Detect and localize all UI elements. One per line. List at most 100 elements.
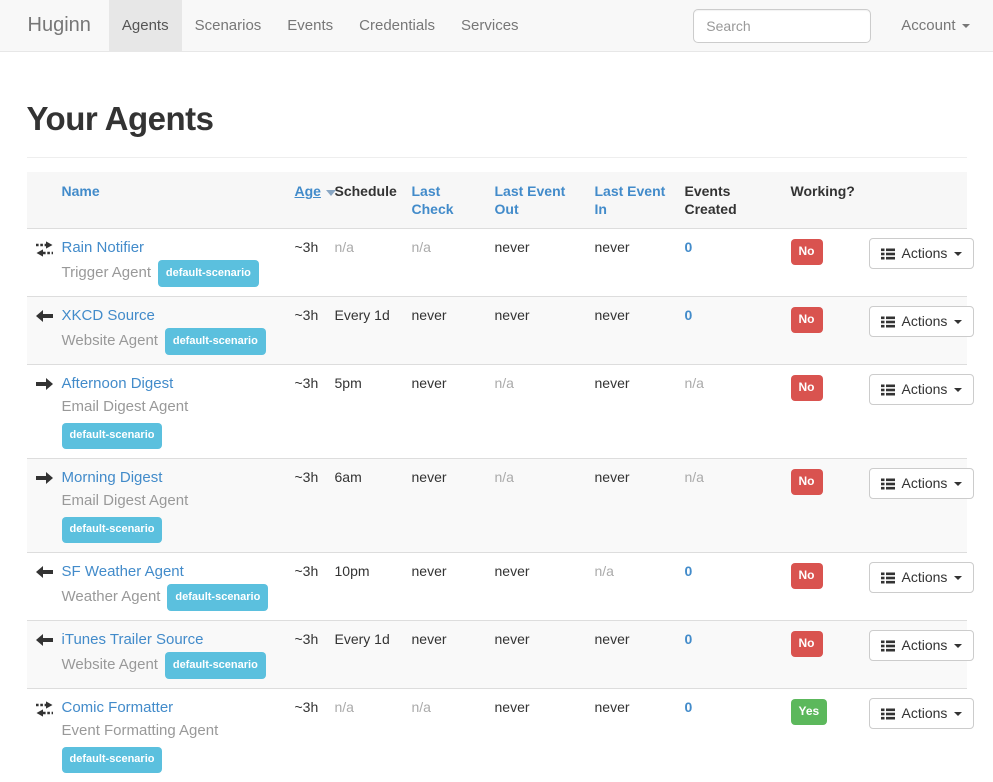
- events-created-link[interactable]: 0: [684, 307, 693, 324]
- agent-type-label: Website Agent: [61, 656, 158, 674]
- scenario-badge[interactable]: default-scenario: [61, 747, 163, 774]
- chevron-down-icon: [954, 643, 963, 648]
- actions-button[interactable]: Actions: [868, 374, 975, 406]
- actions-button[interactable]: Actions: [868, 306, 975, 338]
- table-row: iTunes Trailer Source Website Agent defa…: [26, 620, 975, 689]
- list-icon: [880, 640, 895, 652]
- agent-name-link[interactable]: Morning Digest: [61, 469, 163, 487]
- actions-column-header: [860, 172, 967, 230]
- chevron-down-icon: [954, 251, 963, 256]
- chevron-down-icon: [954, 481, 963, 486]
- sort-header-age[interactable]: Age: [294, 183, 321, 200]
- actions-label: Actions: [901, 475, 948, 492]
- age-cell: ~3h: [286, 364, 327, 459]
- schedule-cell: n/a: [326, 228, 404, 297]
- nav-item-services[interactable]: Services: [461, 17, 519, 34]
- last-event-out-cell: never: [486, 620, 587, 689]
- events-created-link[interactable]: 0: [684, 699, 693, 716]
- scenario-badge[interactable]: default-scenario: [61, 517, 163, 544]
- icon-column-header: [26, 172, 54, 230]
- actions-button[interactable]: Actions: [868, 630, 975, 662]
- last-event-in-cell: never: [586, 296, 677, 365]
- last-event-out-cell: never: [486, 552, 587, 621]
- agent-name-link[interactable]: Afternoon Digest: [61, 375, 174, 393]
- working-badge: No: [790, 239, 823, 266]
- brand-link[interactable]: Huginn: [27, 14, 91, 36]
- agent-name-link[interactable]: Comic Formatter: [61, 699, 174, 717]
- agent-name-link[interactable]: iTunes Trailer Source: [61, 631, 204, 649]
- age-cell: ~3h: [286, 620, 327, 689]
- header-schedule: Schedule: [326, 172, 404, 230]
- events-created-link[interactable]: 0: [684, 239, 693, 256]
- list-icon: [880, 572, 895, 584]
- list-icon: [880, 248, 895, 260]
- last-check-cell: never: [403, 620, 487, 689]
- sort-header-last-event-in[interactable]: Last Event In: [594, 183, 666, 218]
- age-cell: ~3h: [286, 552, 327, 621]
- bidirectional-arrows-icon: [35, 701, 54, 717]
- table-row: Morning Digest Email Digest Agent defaul…: [26, 458, 975, 553]
- list-icon: [880, 316, 895, 328]
- sort-header-name[interactable]: Name: [61, 183, 100, 200]
- chevron-down-icon: [961, 23, 970, 28]
- nav-item-scenarios[interactable]: Scenarios: [194, 17, 262, 34]
- schedule-cell: 10pm: [326, 552, 404, 621]
- actions-button[interactable]: Actions: [868, 238, 975, 270]
- events-created-link[interactable]: 0: [684, 563, 693, 580]
- working-badge: Yes: [790, 699, 828, 726]
- actions-label: Actions: [901, 637, 948, 654]
- sort-header-last-check[interactable]: Last Check: [411, 183, 454, 218]
- scenario-badge[interactable]: default-scenario: [164, 328, 266, 356]
- last-event-in-cell: never: [586, 364, 677, 459]
- arrow-right-icon: [35, 471, 54, 485]
- scenario-badge[interactable]: default-scenario: [61, 423, 163, 450]
- working-badge: No: [790, 563, 823, 590]
- last-event-out-cell: n/a: [486, 458, 587, 553]
- account-label: Account: [901, 17, 956, 34]
- agent-name-link[interactable]: SF Weather Agent: [61, 563, 184, 581]
- working-badge: No: [790, 307, 823, 334]
- last-event-in-cell: never: [586, 458, 677, 553]
- table-row: Afternoon Digest Email Digest Agent defa…: [26, 364, 975, 459]
- last-event-in-cell: never: [586, 688, 677, 782]
- actions-button[interactable]: Actions: [868, 562, 975, 594]
- last-check-cell: never: [403, 552, 487, 621]
- header-events-created: Events Created: [676, 172, 783, 230]
- actions-button[interactable]: Actions: [868, 698, 975, 730]
- events-created-link[interactable]: 0: [684, 631, 693, 648]
- age-cell: ~3h: [286, 228, 327, 297]
- table-row: Comic Formatter Event Formatting Agent d…: [26, 688, 975, 782]
- events-created-cell: n/a: [676, 364, 783, 459]
- nav-item-credentials[interactable]: Credentials: [359, 17, 436, 34]
- search-input[interactable]: [693, 8, 872, 43]
- actions-button[interactable]: Actions: [868, 468, 975, 500]
- scenario-badge[interactable]: default-scenario: [157, 260, 259, 288]
- agent-type-label: Email Digest Agent: [61, 398, 189, 416]
- scenario-badge[interactable]: default-scenario: [164, 652, 266, 680]
- actions-label: Actions: [901, 313, 948, 330]
- agent-name-link[interactable]: XKCD Source: [61, 307, 155, 325]
- actions-label: Actions: [901, 381, 948, 398]
- arrow-left-icon: [35, 633, 54, 647]
- agents-table: Name Age Schedule Last Check Last Event …: [26, 172, 975, 782]
- last-event-out-cell: never: [486, 228, 587, 297]
- scenario-badge[interactable]: default-scenario: [167, 584, 269, 612]
- last-check-cell: n/a: [403, 688, 487, 782]
- agent-type-label: Weather Agent: [61, 588, 161, 606]
- nav-item-agents[interactable]: Agents: [108, 0, 182, 51]
- nav-item-events[interactable]: Events: [287, 17, 334, 34]
- last-check-cell: n/a: [403, 228, 487, 297]
- last-event-in-cell: n/a: [586, 552, 677, 621]
- last-check-cell: never: [403, 458, 487, 553]
- sort-header-last-event-out[interactable]: Last Event Out: [494, 183, 566, 218]
- working-badge: No: [790, 375, 823, 402]
- account-menu[interactable]: Account: [901, 17, 971, 34]
- table-row: XKCD Source Website Agent default-scenar…: [26, 296, 975, 365]
- last-check-cell: never: [403, 296, 487, 365]
- agent-type-label: Website Agent: [61, 332, 158, 350]
- agent-name-link[interactable]: Rain Notifier: [61, 239, 145, 257]
- actions-label: Actions: [901, 245, 948, 262]
- events-created-cell: n/a: [676, 458, 783, 553]
- last-event-in-cell: never: [586, 620, 677, 689]
- table-row: SF Weather Agent Weather Agent default-s…: [26, 552, 975, 621]
